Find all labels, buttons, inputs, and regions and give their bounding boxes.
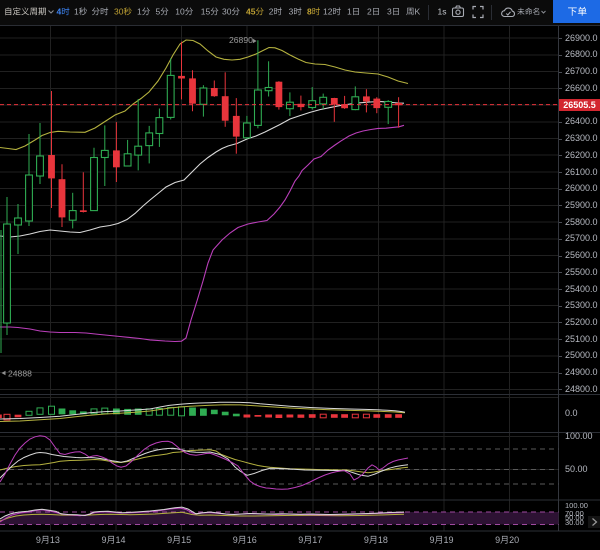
svg-text:9: 9: [167, 535, 172, 545]
svg-text:16: 16: [247, 535, 257, 545]
svg-text:9: 9: [36, 535, 41, 545]
svg-text:1: 1: [137, 7, 142, 17]
svg-text:45: 45: [246, 7, 256, 17]
svg-text:3: 3: [387, 7, 392, 17]
svg-text:18: 18: [378, 535, 388, 545]
svg-text:30: 30: [222, 7, 232, 17]
svg-text:1: 1: [347, 7, 352, 17]
svg-text:9: 9: [495, 535, 500, 545]
svg-text:9: 9: [364, 535, 369, 545]
svg-text:4: 4: [57, 7, 62, 17]
svg-text:10: 10: [175, 7, 185, 17]
svg-text:9: 9: [430, 535, 435, 545]
svg-text:17: 17: [312, 535, 322, 545]
svg-text:9: 9: [298, 535, 303, 545]
svg-text:30: 30: [114, 7, 124, 17]
svg-text:1s: 1s: [438, 7, 447, 17]
svg-text:9: 9: [102, 535, 107, 545]
svg-text:14: 14: [116, 535, 126, 545]
svg-text:9: 9: [233, 535, 238, 545]
svg-text:5: 5: [156, 7, 161, 17]
svg-text:12: 12: [323, 7, 333, 17]
svg-text:13: 13: [50, 535, 60, 545]
svg-text:24888: 24888: [8, 368, 32, 378]
svg-text:15: 15: [181, 535, 191, 545]
svg-text:15: 15: [201, 7, 211, 17]
svg-text:K: K: [415, 7, 421, 17]
svg-text:1: 1: [74, 7, 79, 17]
svg-text:8: 8: [307, 7, 312, 17]
svg-text:20: 20: [509, 535, 519, 545]
svg-text:2: 2: [269, 7, 274, 17]
svg-text:3: 3: [289, 7, 294, 17]
svg-text:19: 19: [444, 535, 454, 545]
svg-text:2: 2: [367, 7, 372, 17]
svg-text:26890: 26890: [229, 35, 253, 45]
